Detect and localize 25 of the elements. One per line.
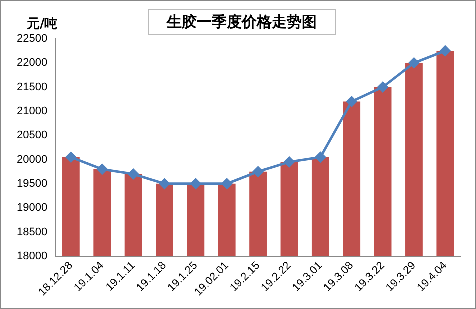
y-tick-label: 22000 xyxy=(16,57,48,70)
y-tick-label: 21500 xyxy=(16,81,48,94)
point xyxy=(66,152,76,163)
chart-title: 生胶一季度价格走势图 xyxy=(148,9,336,35)
point xyxy=(97,164,108,175)
y-tick-label: 22500 xyxy=(16,33,48,46)
y-tick-label: 19000 xyxy=(16,202,48,214)
point xyxy=(222,178,232,190)
y-axis-title: 元/吨 xyxy=(27,16,58,33)
y-tick-label: 20000 xyxy=(16,154,48,166)
y-tick-label: 20500 xyxy=(16,130,48,142)
point xyxy=(440,46,451,56)
point xyxy=(159,178,170,190)
point xyxy=(346,96,358,108)
point xyxy=(315,152,326,163)
point xyxy=(408,58,420,68)
y-tick-label: 18500 xyxy=(16,226,48,238)
point xyxy=(190,178,202,190)
point xyxy=(378,82,388,93)
y-tick-label: 21000 xyxy=(16,105,48,118)
point xyxy=(128,169,139,180)
point xyxy=(253,166,264,178)
y-tick-label: 19500 xyxy=(16,178,48,190)
y-tick-label: 18000 xyxy=(16,250,48,262)
point xyxy=(284,156,295,168)
